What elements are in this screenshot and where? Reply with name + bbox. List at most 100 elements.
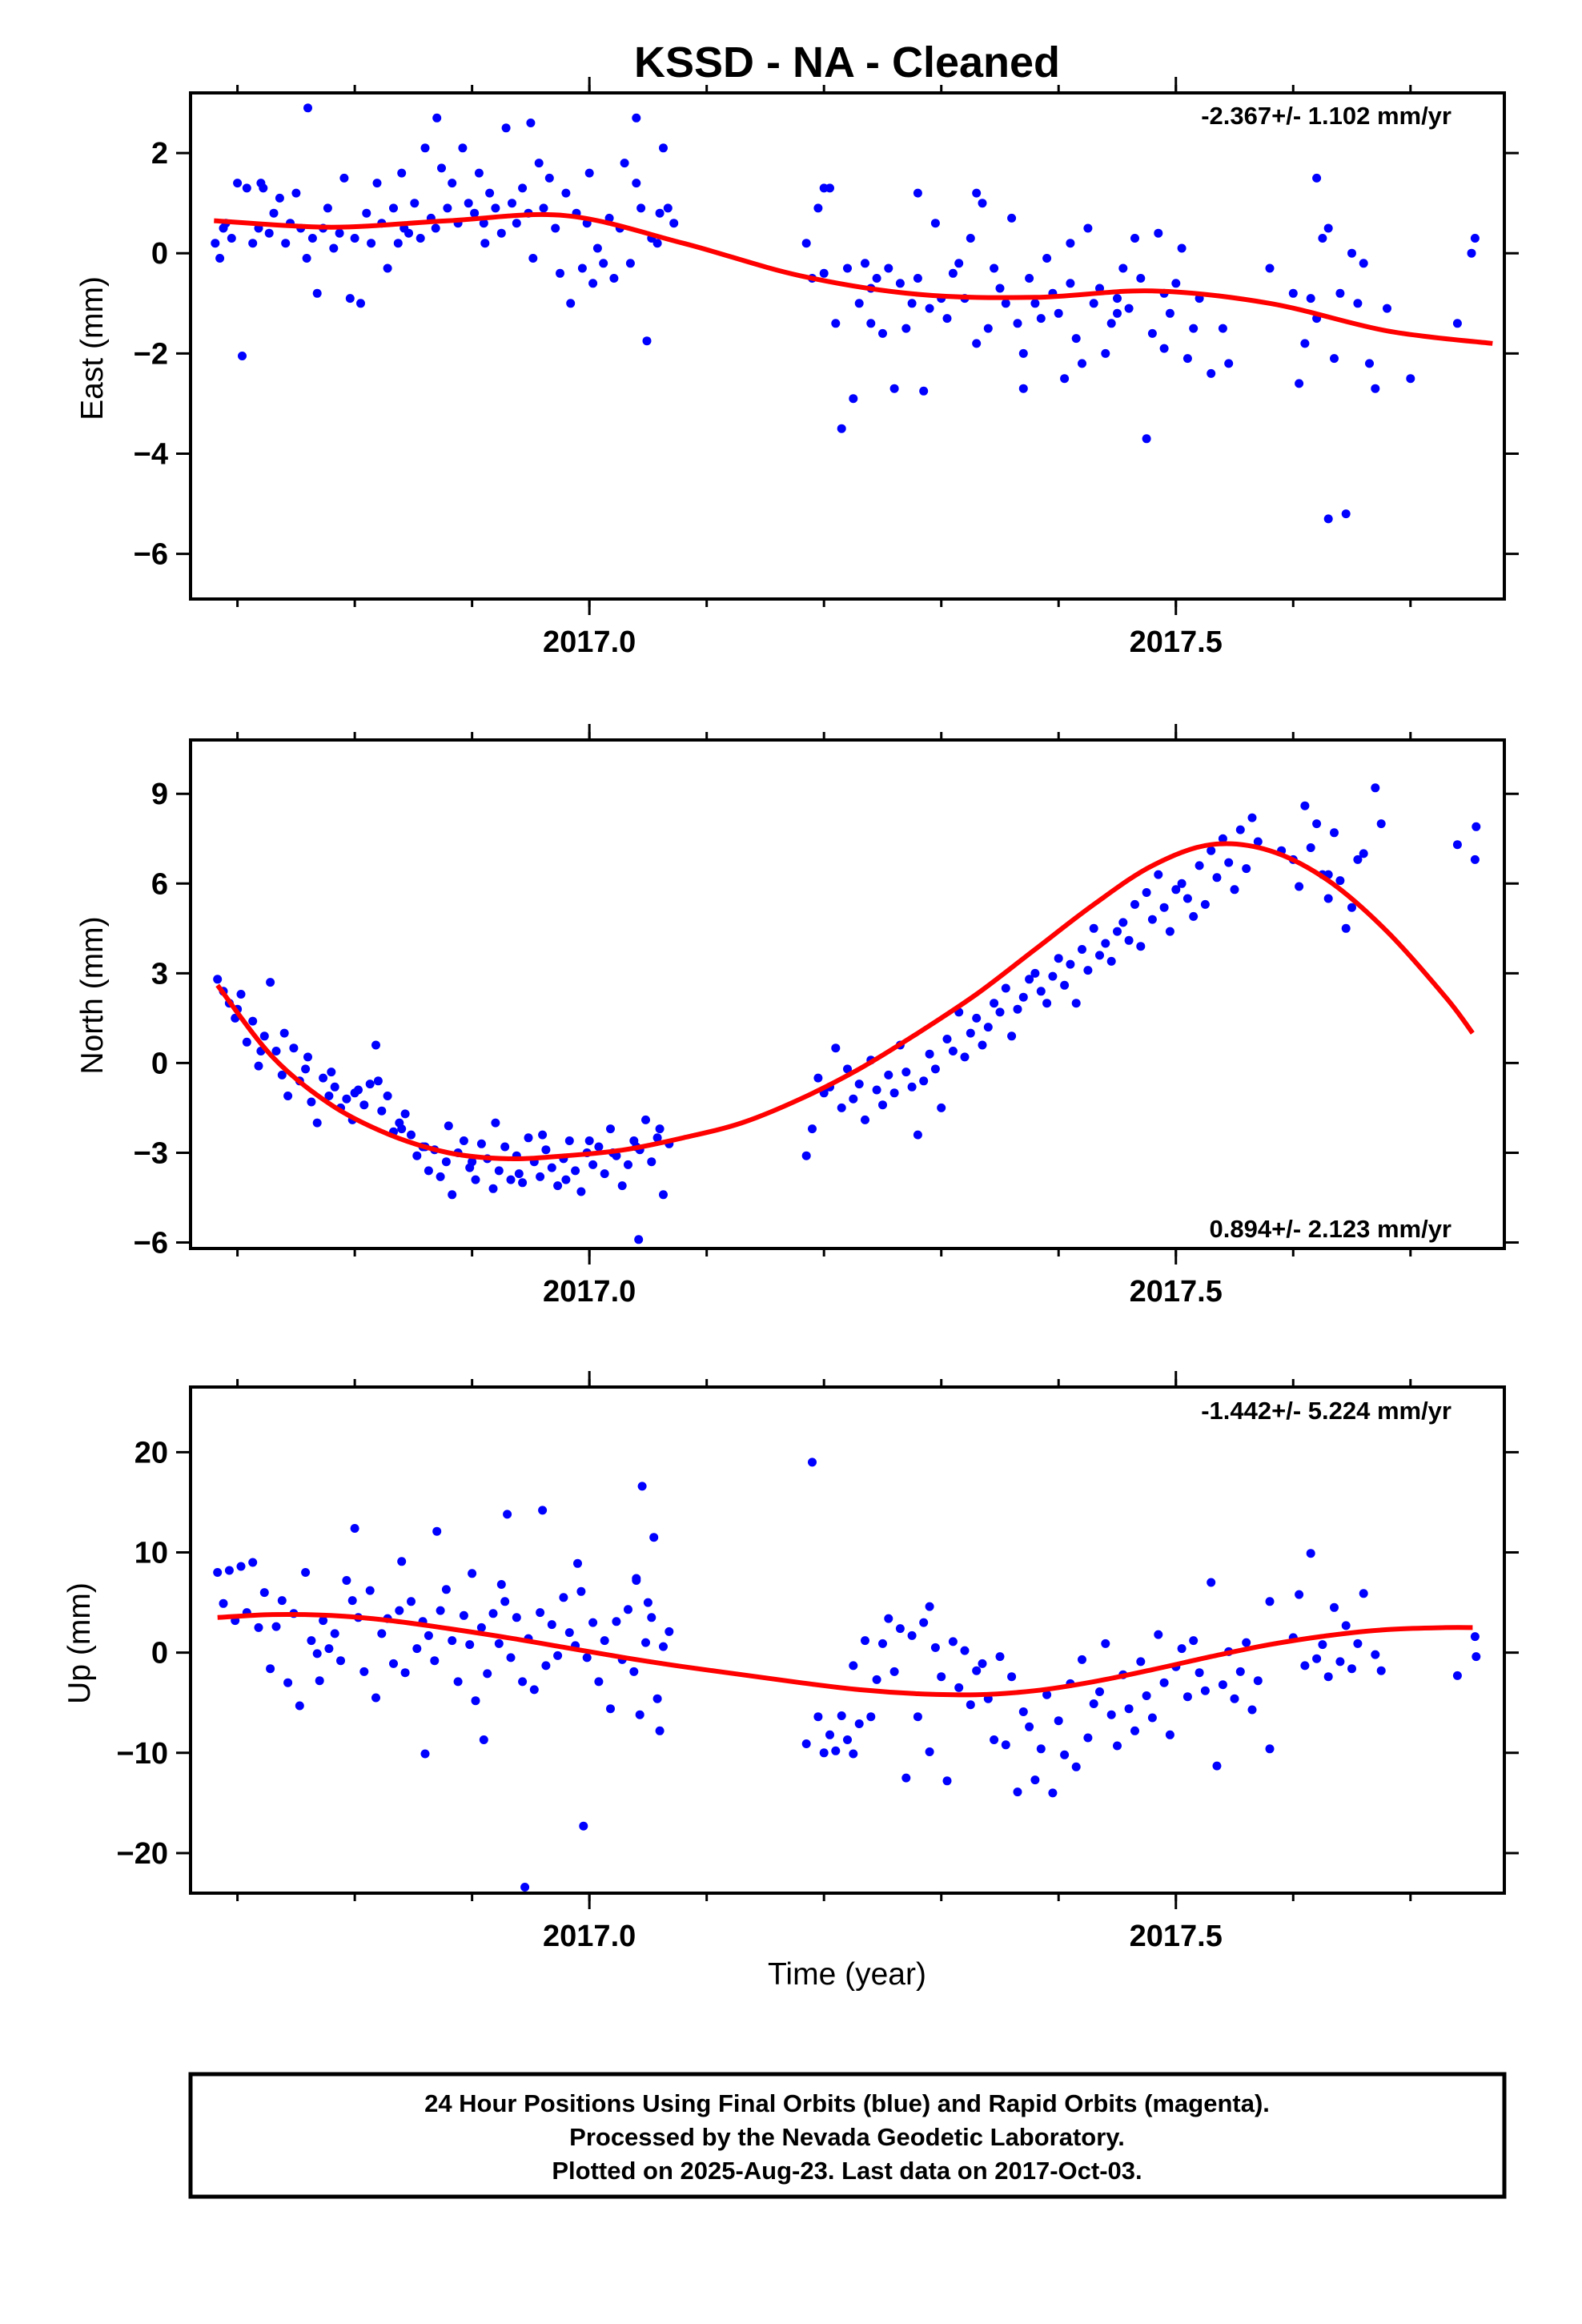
north-data-point <box>901 1068 911 1077</box>
east-data-point <box>1295 379 1304 388</box>
east-plot-frame <box>189 91 1506 601</box>
north-data-point <box>1165 927 1174 936</box>
east-data-point <box>990 263 999 273</box>
east-data-point <box>264 228 274 238</box>
up-data-point <box>579 1821 588 1831</box>
east-data-point <box>312 288 322 298</box>
east-data-point <box>1066 279 1075 288</box>
up-data-point <box>483 1669 492 1679</box>
north-data-point <box>1182 894 1192 903</box>
east-data-point <box>1371 384 1380 393</box>
east-data-point <box>972 339 982 348</box>
up-data-point <box>1165 1730 1174 1739</box>
east-data-point <box>1013 319 1022 328</box>
east-data-point <box>849 394 858 404</box>
north-data-point <box>1452 840 1462 850</box>
east-data-point <box>528 254 538 263</box>
north-data-point <box>1030 968 1040 978</box>
north-data-point <box>1253 837 1263 846</box>
east-data-point <box>632 179 641 188</box>
up-data-point <box>1347 1664 1356 1674</box>
east-data-point <box>404 228 413 238</box>
up-data-point <box>248 1558 258 1567</box>
up-data-point <box>448 1636 457 1646</box>
north-data-point <box>913 1130 922 1140</box>
north-data-point <box>647 1157 656 1167</box>
north-data-point <box>1207 846 1216 855</box>
up-data-point <box>895 1624 905 1634</box>
up-data-point <box>1218 1680 1227 1690</box>
up-data-point <box>1230 1694 1239 1703</box>
east-data-point <box>861 259 869 268</box>
up-data-point <box>1335 1657 1345 1667</box>
footer-border <box>188 2072 1507 2199</box>
north-data-point <box>327 1068 336 1077</box>
north-data-point <box>1066 959 1075 969</box>
north-data-point <box>407 1130 416 1140</box>
east-data-point <box>831 319 841 328</box>
east-fit-line <box>214 211 1493 346</box>
east-data-point <box>669 219 679 228</box>
east-data-point <box>397 168 407 178</box>
up-data-point <box>1472 1652 1481 1662</box>
north-data-point <box>837 1103 846 1112</box>
north-data-point <box>872 1085 881 1095</box>
north-y-tick-label: −3 <box>134 1136 168 1170</box>
east-data-point <box>458 143 468 153</box>
east-data-point <box>534 159 544 168</box>
east-data-point <box>448 179 457 188</box>
up-plot-frame <box>189 1385 1506 1895</box>
up-data-point <box>1083 1733 1093 1743</box>
east-data-point <box>1066 239 1075 248</box>
east-y-tick-label: −2 <box>134 337 168 371</box>
up-data-point <box>324 1644 334 1654</box>
east-data-point <box>1347 248 1356 258</box>
up-data-point <box>1247 1705 1257 1715</box>
east-data-point <box>275 193 284 203</box>
north-data-point <box>801 1151 811 1160</box>
north-data-point <box>400 1109 410 1119</box>
east-data-point <box>432 113 442 123</box>
north-data-point <box>1136 942 1146 951</box>
up-data-point <box>600 1636 609 1646</box>
north-data-point <box>307 1097 316 1107</box>
east-data-point <box>508 199 516 208</box>
east-data-point <box>942 314 952 324</box>
north-data-point <box>1095 951 1104 960</box>
up-data-point <box>612 1617 621 1626</box>
up-y-tick-label: 0 <box>151 1637 168 1671</box>
up-data-point <box>436 1606 445 1615</box>
north-data-point <box>937 1103 946 1112</box>
east-data-point <box>1060 374 1070 384</box>
east-data-point <box>1470 234 1480 243</box>
up-data-point <box>1007 1672 1017 1682</box>
up-data-point <box>1078 1655 1086 1664</box>
north-data-point <box>1218 834 1227 843</box>
north-data-point <box>1323 894 1333 903</box>
east-data-point <box>966 234 975 243</box>
north-data-point <box>397 1124 407 1134</box>
up-data-point <box>837 1711 846 1720</box>
east-data-point <box>919 386 929 396</box>
north-data-point <box>312 1118 322 1128</box>
up-data-point <box>359 1667 369 1676</box>
north-data-point <box>983 1023 993 1032</box>
north-data-point <box>491 1118 500 1128</box>
up-data-point <box>1452 1671 1462 1680</box>
north-x-tick-label: 2017.5 <box>1130 1275 1223 1309</box>
up-data-point <box>843 1735 852 1744</box>
up-data-point <box>872 1675 881 1684</box>
up-data-point <box>312 1649 322 1659</box>
up-data-point <box>649 1533 659 1542</box>
north-data-point <box>995 1007 1005 1017</box>
east-y-tick-label: −6 <box>134 538 168 572</box>
footer-box: 24 Hour Positions Using Final Orbits (bl… <box>188 2072 1507 2199</box>
footer-line-2: Processed by the Nevada Geodetic Laborat… <box>569 2123 1125 2151</box>
east-data-point <box>872 274 881 283</box>
north-plot-frame <box>189 738 1506 1250</box>
north-data-point <box>459 1136 468 1145</box>
up-data-point <box>1095 1687 1104 1696</box>
east-data-point <box>588 279 598 288</box>
east-data-point <box>913 274 922 283</box>
up-data-point <box>813 1712 823 1722</box>
